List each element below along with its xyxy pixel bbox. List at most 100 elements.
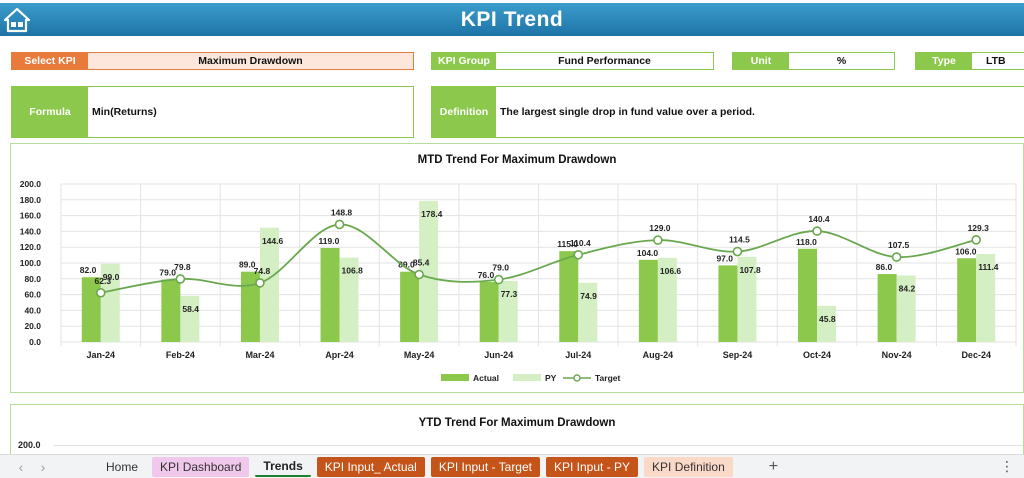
py-data-label: 45.8 <box>819 314 836 324</box>
mtd-chart-plot: 0.0 20.0 40.0 60.0 80.0 100.0 120.0 140.0 160.0 1… <box>20 179 1017 383</box>
type-value: LTB <box>986 55 1006 67</box>
actual-bar <box>957 258 977 342</box>
sheet-tab-kpi-dashboard[interactable]: KPI Dashboard <box>152 456 250 477</box>
py-bar <box>339 257 359 342</box>
target-data-label: 62.3 <box>95 276 112 286</box>
x-tick-label: Sep-24 <box>723 350 753 360</box>
legend-target-label: Target <box>595 373 621 383</box>
title-bar: KPI Trend <box>0 3 1024 36</box>
prev-sheet-icon[interactable]: ‹ <box>18 458 24 475</box>
actual-bar <box>400 271 420 342</box>
sheet-tab-kpi-input-actual[interactable]: KPI Input_ Actual <box>316 456 425 477</box>
target-marker <box>812 226 822 236</box>
kpi-group-field: KPI Group Fund Performance <box>431 52 714 70</box>
actual-bar <box>718 265 738 342</box>
actual-bar <box>798 248 818 342</box>
py-data-label: 58.4 <box>182 304 199 314</box>
py-bar <box>578 282 598 342</box>
actual-bar <box>479 281 499 342</box>
target-data-label: 129.3 <box>968 223 990 233</box>
y-tick-label: 180.0 <box>20 195 42 205</box>
type-label: Type <box>916 53 972 69</box>
sheet-tab-kpi-input-py[interactable]: KPI Input - PY <box>546 456 639 477</box>
sheet-tab-kpi-input-target[interactable]: KPI Input - Target <box>430 456 540 477</box>
py-data-label: 178.4 <box>421 209 443 219</box>
y-tick-label: 0.0 <box>29 337 41 347</box>
target-data-label: 79.8 <box>174 262 191 272</box>
actual-bar <box>638 259 658 342</box>
target-marker <box>573 249 584 260</box>
target-marker <box>255 278 265 288</box>
legend-py-label: PY <box>545 373 557 383</box>
actual-data-label: 104.0 <box>637 248 659 258</box>
legend-actual-label: Actual <box>473 373 499 383</box>
definition-value: The largest single drop in fund value ov… <box>500 106 755 118</box>
kpi-group-label: KPI Group <box>432 53 496 69</box>
actual-data-label: 79.0 <box>159 268 176 278</box>
py-data-label: 144.6 <box>262 236 284 246</box>
actual-data-label: 115.0 <box>557 239 578 249</box>
y-tick-label: 160.0 <box>20 211 42 221</box>
py-bar <box>976 253 996 342</box>
x-tick-label: Jul-24 <box>565 350 591 360</box>
target-marker <box>493 274 504 285</box>
sheet-tab-bar: ‹ › Home KPI Dashboard Trends KPI Input_ Ac… <box>0 454 1024 478</box>
definition-field: Definition The largest single drop in fu… <box>431 86 1024 138</box>
target-data-label: 114.5 <box>729 235 750 245</box>
actual-data-label: 89.0 <box>398 260 415 270</box>
ytd-y-tick: 200.0 <box>18 440 41 450</box>
sheet-tabs: Home KPI Dashboard Trends KPI Input_ Actual… <box>98 456 739 477</box>
actual-data-label: 86.0 <box>876 262 893 272</box>
more-options-icon[interactable]: ⋮ <box>1000 458 1014 474</box>
x-tick-label: Feb-24 <box>166 350 195 360</box>
target-marker <box>175 274 186 284</box>
actual-bar <box>240 271 260 342</box>
sheet-tab-home[interactable]: Home <box>106 459 139 474</box>
unit-value: % <box>836 55 847 67</box>
sheet-tab-kpi-definition[interactable]: KPI Definition <box>644 456 733 477</box>
select-kpi-dropdown[interactable]: Maximum Drawdown <box>88 53 413 69</box>
select-kpi-label: Select KPI <box>12 53 88 69</box>
actual-bar <box>161 279 181 342</box>
type-field: Type LTB <box>915 52 1024 70</box>
py-data-label: 77.3 <box>501 289 518 299</box>
target-data-label: 140.4 <box>808 214 830 224</box>
y-tick-label: 80.0 <box>24 274 41 284</box>
legend-target-marker <box>573 374 581 382</box>
legend-py-swatch <box>513 374 541 381</box>
py-bar <box>259 227 279 342</box>
actual-data-label: 119.0 <box>319 236 340 246</box>
py-data-label: 106.6 <box>660 266 682 276</box>
ytd-gridline <box>54 445 1023 446</box>
y-tick-label: 20.0 <box>24 321 41 331</box>
next-sheet-icon[interactable]: › <box>40 458 46 475</box>
target-data-label: 74.8 <box>254 266 271 276</box>
py-bar <box>419 201 439 342</box>
legend-actual-swatch <box>441 374 469 381</box>
x-tick-label: May-24 <box>404 350 435 360</box>
x-tick-label: Mar-24 <box>245 350 274 360</box>
sheet-tab-trends[interactable]: Trends <box>255 457 311 477</box>
target-data-label: 129.0 <box>649 223 671 233</box>
kpi-group-value: Fund Performance <box>558 55 651 67</box>
x-tick-label: Dec-24 <box>961 350 991 360</box>
formula-field: Formula Min(Returns) <box>11 86 414 138</box>
x-tick-label: Oct-24 <box>803 350 831 360</box>
definition-label: Definition <box>432 87 496 137</box>
actual-data-label: 89.0 <box>239 260 256 270</box>
target-data-label: 110.4 <box>570 238 591 248</box>
target-marker <box>414 269 424 280</box>
target-marker <box>653 235 663 245</box>
unit-label: Unit <box>733 53 789 69</box>
actual-data-label: 106.0 <box>955 246 977 256</box>
target-marker <box>891 252 902 262</box>
formula-value: Min(Returns) <box>92 106 157 118</box>
y-tick-label: 40.0 <box>24 305 41 315</box>
py-data-label: 111.4 <box>978 262 999 272</box>
y-tick-label: 140.0 <box>20 226 42 236</box>
home-icon[interactable] <box>3 7 31 33</box>
py-bar <box>180 295 200 342</box>
actual-bar <box>320 247 340 342</box>
add-sheet-button[interactable]: + <box>768 457 779 475</box>
py-bar <box>896 275 916 342</box>
